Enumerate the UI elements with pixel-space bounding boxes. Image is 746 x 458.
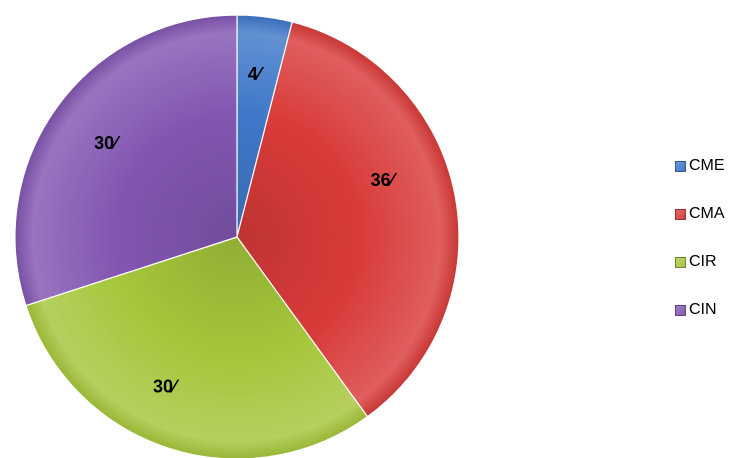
legend-label-cir: CIR xyxy=(689,253,717,270)
legend-item-cme: CME xyxy=(675,155,745,177)
pie-slice-cin xyxy=(14,14,238,307)
pie-data-labels: 4⁄ 36⁄ 30⁄ 30⁄ xyxy=(94,64,398,396)
legend-swatch-cma xyxy=(675,208,686,220)
legend-item-cma: CMA xyxy=(675,203,745,225)
data-label-cme: 4⁄ xyxy=(248,64,265,84)
legend-item-cin: CIN xyxy=(675,299,745,321)
legend-label-cin: CIN xyxy=(689,301,717,318)
data-label-cin: 30⁄ xyxy=(94,133,121,153)
legend-swatch-cir xyxy=(675,256,686,268)
pie-slice-cir xyxy=(25,236,369,458)
legend-label-cme: CME xyxy=(689,157,725,174)
pie-slices xyxy=(14,14,460,458)
pie-slice-cma xyxy=(236,21,460,418)
data-label-cma: 36⁄ xyxy=(371,170,398,190)
data-label-cir: 30⁄ xyxy=(153,377,180,397)
legend-swatch-cin xyxy=(675,304,686,316)
legend-label-cma: CMA xyxy=(689,205,725,222)
chart-legend: CME CMA CIR CIN xyxy=(675,155,745,347)
legend-swatch-cme xyxy=(675,160,686,172)
legend-item-cir: CIR xyxy=(675,251,745,273)
